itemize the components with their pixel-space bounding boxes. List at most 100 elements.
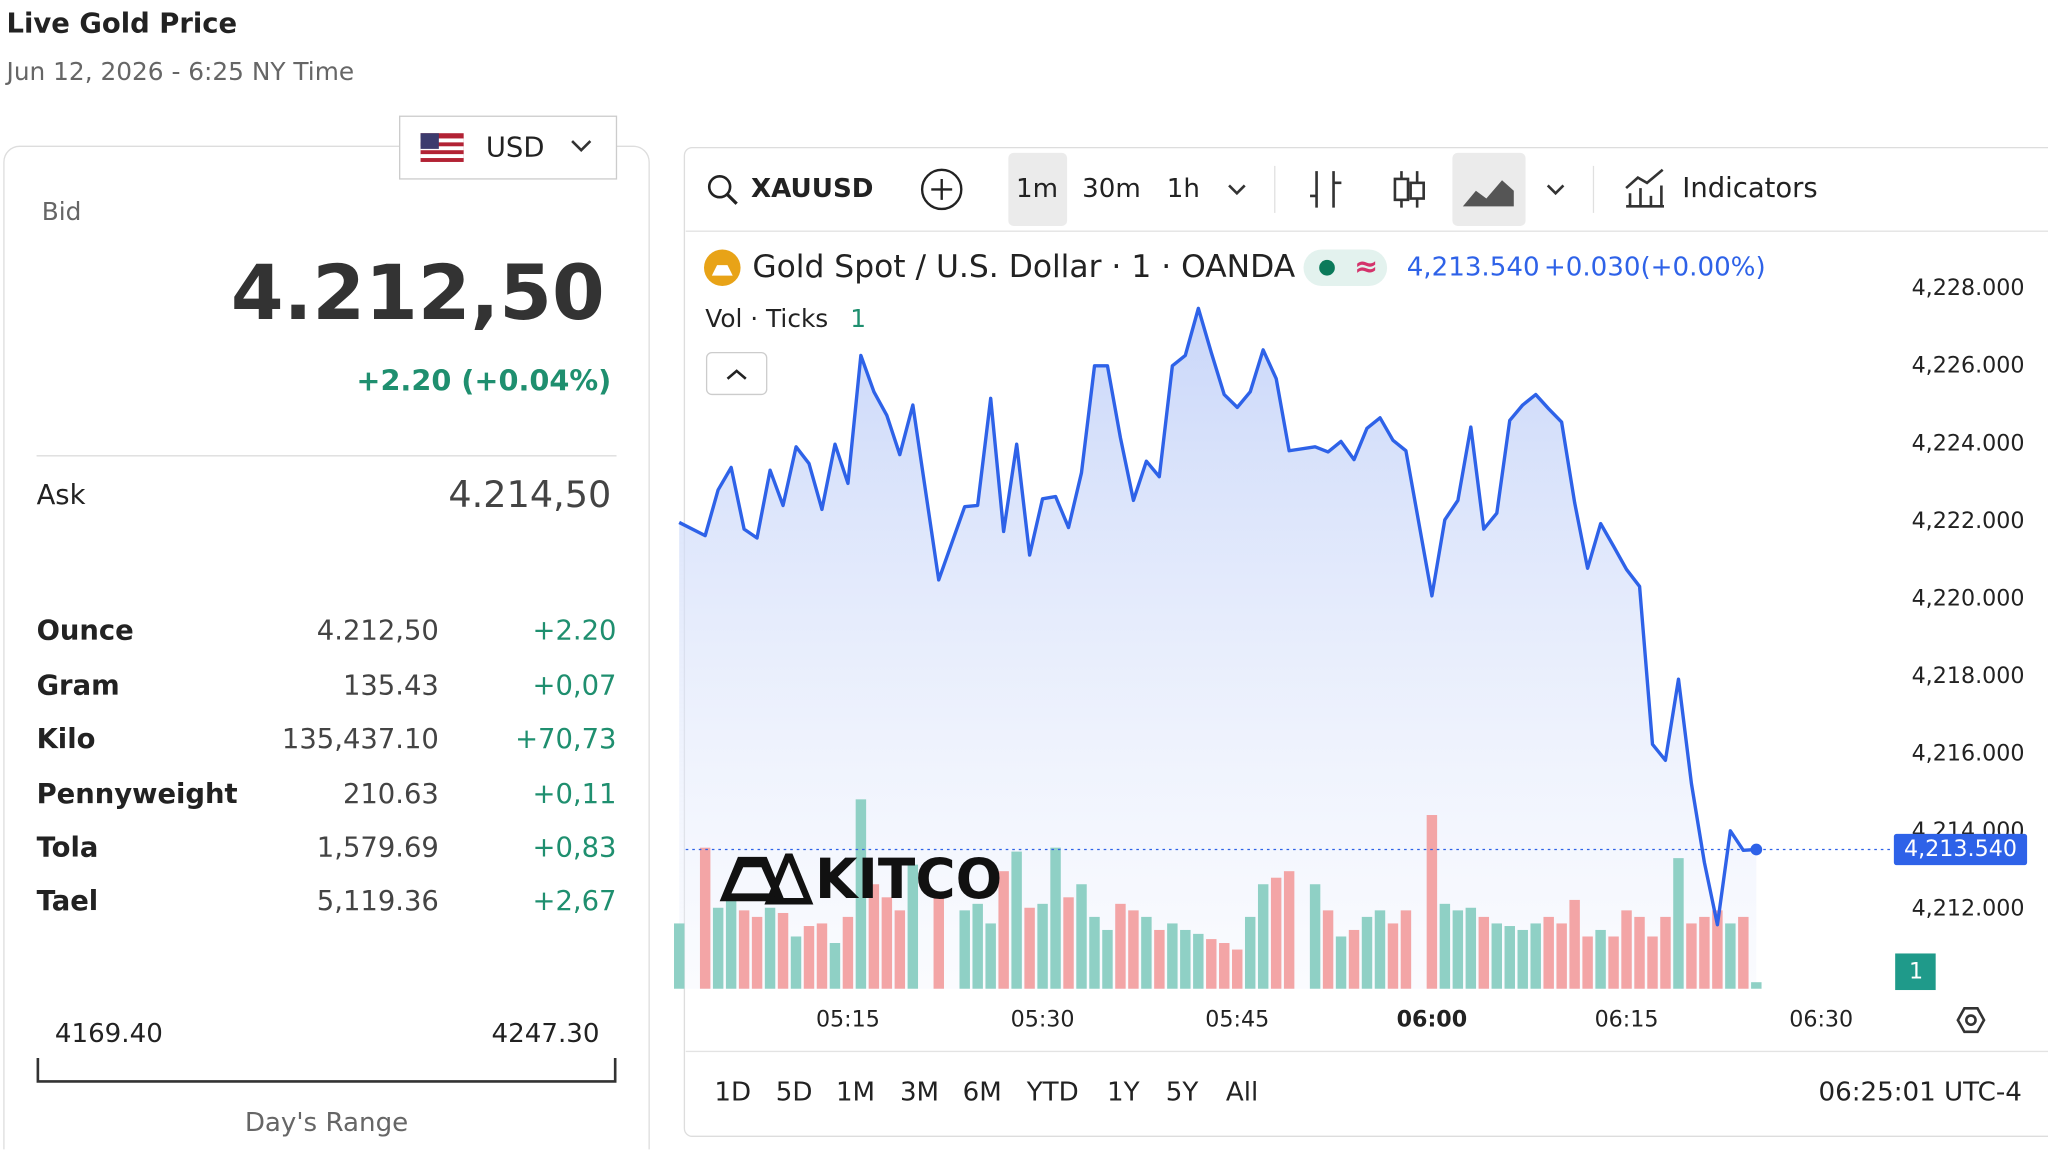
volume-bar [790,936,802,989]
volume-bar [1050,847,1061,989]
volume-bar [1491,923,1503,989]
volume-bar [803,926,815,989]
volume-bar [1673,858,1684,989]
unit-price: 210.63 [343,779,439,810]
period[interactable]: 5D [776,1078,813,1108]
volume-bar [1309,884,1321,989]
y-tick-label: 4,224.000 [1912,430,2025,456]
flag-canton [420,133,439,149]
status-dot [1319,259,1335,276]
volume-bar [1582,936,1593,989]
interval[interactable]: 1h [1167,174,1200,204]
period[interactable]: 1M [836,1078,875,1108]
compare-button[interactable] [920,168,963,211]
watermark-icon [764,853,814,905]
settings-icon-dot [1965,1014,1977,1026]
volume-bar [1621,910,1632,989]
volume-bar [1076,884,1087,989]
volume-bar [1725,923,1736,989]
volume-bar [1089,916,1100,989]
volume-bar [959,910,970,989]
volume-bar [1387,923,1399,989]
y-tick-label: 4,226.000 [1912,353,2025,379]
last-price-tag-text: 4,213.540 [1904,836,2017,862]
volume-bar [1543,916,1554,989]
volume-bar [1517,929,1528,989]
area-style-active[interactable] [1452,152,1526,226]
volume-bar [1569,899,1580,989]
currency[interactable]: USD [486,132,545,163]
volume-bar [1115,903,1126,989]
volume-bar [933,894,944,989]
period[interactable]: 3M [900,1078,939,1108]
volume-bar [1270,877,1282,989]
period[interactable]: 5Y [1166,1078,1199,1108]
period[interactable]: 6M [963,1078,1002,1108]
indicators-icon [1625,168,1664,208]
volume-bar [1686,923,1697,989]
volume-bar [1232,949,1243,989]
symbol[interactable]: XAUUSD [751,174,873,204]
bar-style-icon[interactable] [1310,171,1342,208]
unit-name: Tola [37,832,99,863]
unit-name: Ounce [37,616,134,647]
period[interactable]: YTD [1026,1078,1079,1108]
x-tick-label: 05:15 [816,1007,880,1033]
collapse-button[interactable] [705,351,768,396]
volume-bar [1283,871,1295,989]
interval-chevron[interactable] [1228,184,1246,196]
period[interactable]: 1Y [1107,1078,1140,1108]
unit-price: 4.212,50 [317,616,439,647]
volume-bar [1322,910,1334,989]
style-chevron[interactable] [1546,184,1565,196]
price-line [678,306,1757,927]
indicators[interactable]: Indicators [1682,173,1817,204]
volume-label: Vol · Ticks [705,304,828,333]
volume-bar [894,910,906,989]
volume-bar [1102,929,1113,989]
volume-bar [1193,933,1204,989]
x-tick-label: 05:45 [1205,1007,1269,1033]
period[interactable]: All [1226,1078,1258,1108]
volume-bar [816,923,828,989]
x-tick-label: 06:15 [1595,1007,1659,1033]
unit-name: Kilo [37,724,96,755]
volume-bar [1647,936,1658,989]
volume-bar [1699,916,1710,989]
volume-bar [1478,916,1490,989]
volume-bar [1439,903,1451,989]
bid-change: +2.20 (+0.04%) [356,364,611,398]
unit-name: Tael [37,886,99,917]
settings-icon[interactable] [1956,1007,1986,1034]
unit-change: +0,07 [532,671,616,702]
period[interactable]: 1D [714,1078,751,1108]
last-price: 4,213.540 [1407,252,1540,282]
unit-table: Ounce 4.212,50 +2.20 Gram 135.43 +0,07 Kilo 135… [37,616,617,917]
volume-bar [1608,936,1619,989]
range-high: 4247.30 [492,1019,600,1049]
interval[interactable]: 30m [1082,174,1141,204]
search-icon[interactable] [707,175,732,199]
volume-bar [777,912,789,989]
volume-bar [1712,910,1723,989]
volume-bar [868,884,880,989]
volume-bar [1595,929,1606,989]
range-low: 4169.40 [55,1019,163,1049]
interval-active [1008,152,1068,226]
currency-dropdown[interactable]: USD [399,115,618,180]
volume-bar [1244,916,1256,989]
unit-change: +2,67 [532,886,616,917]
volume-count: 1 [850,304,866,333]
volume-bar [1219,943,1230,989]
volume-bar [855,799,867,989]
volume-bar [1024,907,1035,989]
y-tick-label: 4,228.000 [1912,275,2025,301]
interval[interactable]: 1m [1016,174,1058,204]
last-point [1750,843,1763,856]
volume-bar [1011,851,1022,989]
volume-bar [1465,907,1477,989]
volume-bar [1452,910,1464,989]
last-price-tag [1893,833,2028,866]
